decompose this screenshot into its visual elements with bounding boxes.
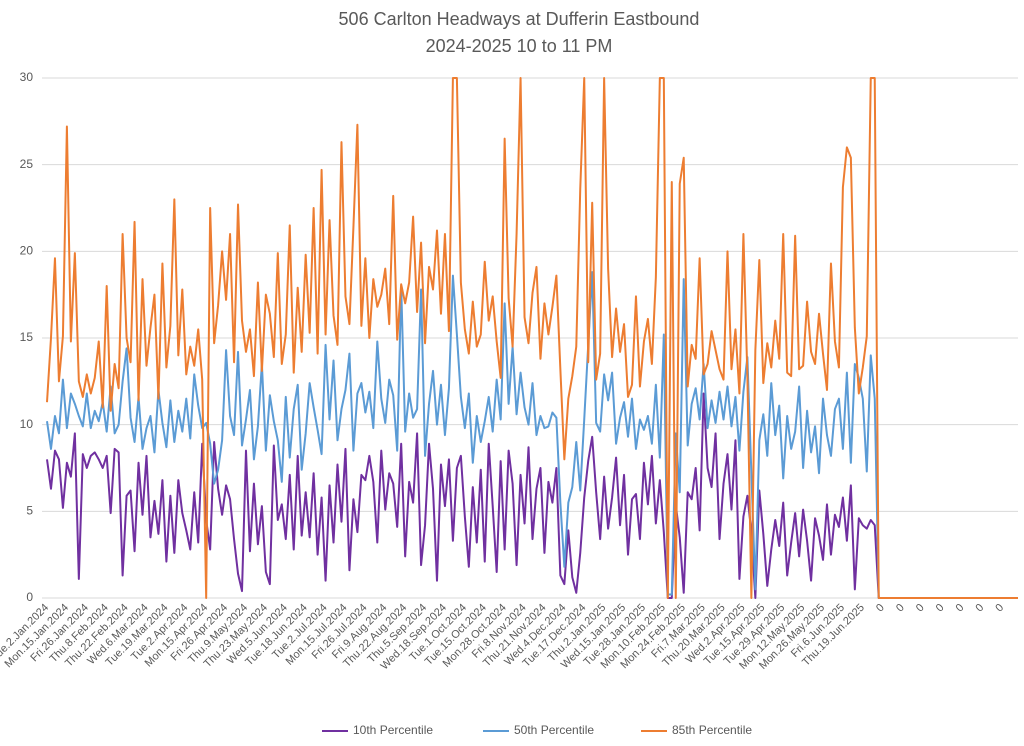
y-tick-label: 30 <box>20 70 34 84</box>
x-tick-label: 0 <box>874 602 887 615</box>
y-tick-label: 20 <box>20 244 34 258</box>
x-tick-label: 0 <box>934 602 947 615</box>
chart-title: 506 Carlton Headways at Dufferin Eastbou… <box>339 9 700 29</box>
x-tick-label: 0 <box>894 602 907 615</box>
x-tick-label: 0 <box>974 602 987 615</box>
legend-label: 50th Percentile <box>514 723 594 737</box>
x-tick-label: 0 <box>914 602 927 615</box>
y-tick-label: 25 <box>20 157 34 171</box>
series-line <box>46 271 1018 599</box>
series-line <box>46 77 1018 599</box>
x-tick-label: 0 <box>954 602 967 615</box>
chart-subtitle: 2024-2025 10 to 11 PM <box>426 36 613 56</box>
y-tick-label: 10 <box>20 417 34 431</box>
x-tick-label: 0 <box>993 602 1006 615</box>
legend-label: 10th Percentile <box>353 723 433 737</box>
y-tick-label: 15 <box>20 330 34 344</box>
y-tick-label: 0 <box>26 590 33 604</box>
series-line <box>46 392 1018 599</box>
y-tick-label: 5 <box>26 504 33 518</box>
legend-label: 85th Percentile <box>672 723 752 737</box>
